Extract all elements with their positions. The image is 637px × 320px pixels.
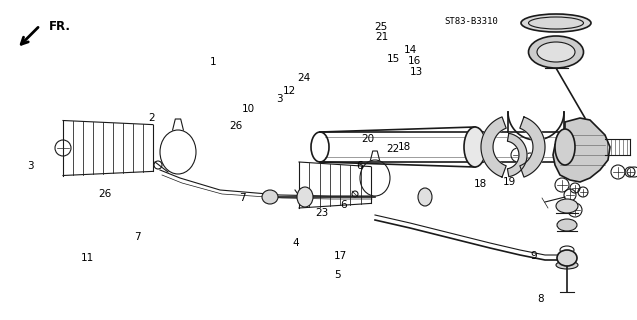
Text: 12: 12 xyxy=(283,86,296,96)
Text: FR.: FR. xyxy=(49,20,71,33)
Ellipse shape xyxy=(537,42,575,62)
Text: 7: 7 xyxy=(239,193,245,204)
Polygon shape xyxy=(481,117,506,177)
Ellipse shape xyxy=(556,199,578,213)
Text: 23: 23 xyxy=(315,208,328,218)
Ellipse shape xyxy=(555,129,575,165)
Polygon shape xyxy=(520,117,545,177)
Ellipse shape xyxy=(529,36,583,68)
Text: 14: 14 xyxy=(404,44,417,55)
Text: 3: 3 xyxy=(276,94,282,104)
Text: 25: 25 xyxy=(375,22,387,32)
Ellipse shape xyxy=(262,190,278,204)
Text: 21: 21 xyxy=(376,32,389,42)
Ellipse shape xyxy=(557,250,577,266)
Text: 2: 2 xyxy=(148,113,155,124)
Text: 11: 11 xyxy=(82,252,94,263)
Text: 17: 17 xyxy=(334,251,347,261)
Ellipse shape xyxy=(556,261,578,269)
Text: ST83-B3310: ST83-B3310 xyxy=(445,17,498,26)
Text: 4: 4 xyxy=(293,238,299,248)
Text: 3: 3 xyxy=(27,161,34,172)
Text: 5: 5 xyxy=(334,270,341,280)
Text: 13: 13 xyxy=(410,67,422,77)
Ellipse shape xyxy=(418,188,432,206)
Polygon shape xyxy=(553,118,610,182)
Text: 9: 9 xyxy=(531,251,537,261)
Ellipse shape xyxy=(557,219,577,231)
Text: 22: 22 xyxy=(387,144,399,154)
Ellipse shape xyxy=(464,127,486,167)
Text: 26: 26 xyxy=(229,121,242,132)
Text: 24: 24 xyxy=(297,73,310,84)
Text: 18: 18 xyxy=(475,179,487,189)
Text: 1: 1 xyxy=(210,57,217,68)
Text: 15: 15 xyxy=(387,54,400,64)
Ellipse shape xyxy=(311,132,329,162)
Text: 7: 7 xyxy=(134,232,140,242)
Text: 10: 10 xyxy=(242,104,255,114)
Text: 6: 6 xyxy=(357,161,363,172)
Text: 8: 8 xyxy=(537,294,543,304)
Text: 19: 19 xyxy=(503,177,516,188)
Text: 20: 20 xyxy=(362,134,375,144)
Text: 26: 26 xyxy=(99,188,111,199)
Ellipse shape xyxy=(521,14,591,32)
Text: 6: 6 xyxy=(341,200,347,210)
Text: 18: 18 xyxy=(398,142,411,152)
Polygon shape xyxy=(508,133,527,177)
Ellipse shape xyxy=(297,187,313,207)
Text: 16: 16 xyxy=(408,56,421,67)
